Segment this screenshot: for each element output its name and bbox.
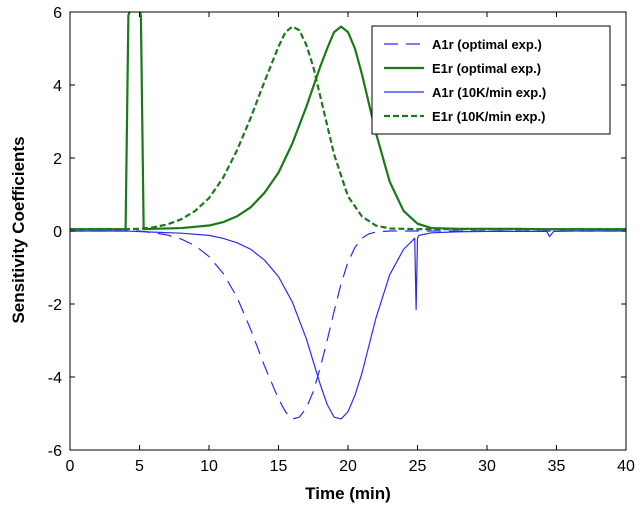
- series-line-2: [70, 12, 626, 231]
- y-tick-label: 6: [53, 5, 62, 22]
- y-axis-label: Sensitivity Coefficients: [9, 136, 28, 323]
- series-line-3: [70, 230, 626, 420]
- y-tick-label: 4: [53, 78, 62, 95]
- x-tick-label: 20: [339, 458, 357, 475]
- legend-label-1: A1r (optimal exp.): [432, 37, 542, 52]
- series-line-4: [70, 25, 626, 231]
- x-tick-label: 5: [135, 458, 144, 475]
- legend-label-2: E1r (optimal exp.): [432, 61, 541, 76]
- legend-label-3: A1r (10K/min exp.): [432, 85, 546, 100]
- x-tick-label: 35: [548, 458, 566, 475]
- y-tick-label: 0: [53, 224, 62, 241]
- x-tick-label: 0: [66, 458, 75, 475]
- y-tick-label: 2: [53, 151, 62, 168]
- x-axis-label: Time (min): [305, 484, 391, 503]
- x-tick-label: 15: [270, 458, 288, 475]
- y-tick-label: -2: [48, 297, 62, 314]
- x-tick-label: 10: [200, 458, 218, 475]
- legend: A1r (optimal exp.) E1r (optimal exp.) A1r …: [371, 25, 611, 135]
- x-tick-label: 25: [409, 458, 427, 475]
- y-tick-label: -6: [48, 443, 62, 460]
- series-line-1: [70, 230, 626, 420]
- x-tick-label: 40: [617, 458, 635, 475]
- x-tick-label: 30: [478, 458, 496, 475]
- y-tick-label: -4: [48, 370, 62, 387]
- legend-label-4: E1r (10K/min exp.): [432, 109, 545, 124]
